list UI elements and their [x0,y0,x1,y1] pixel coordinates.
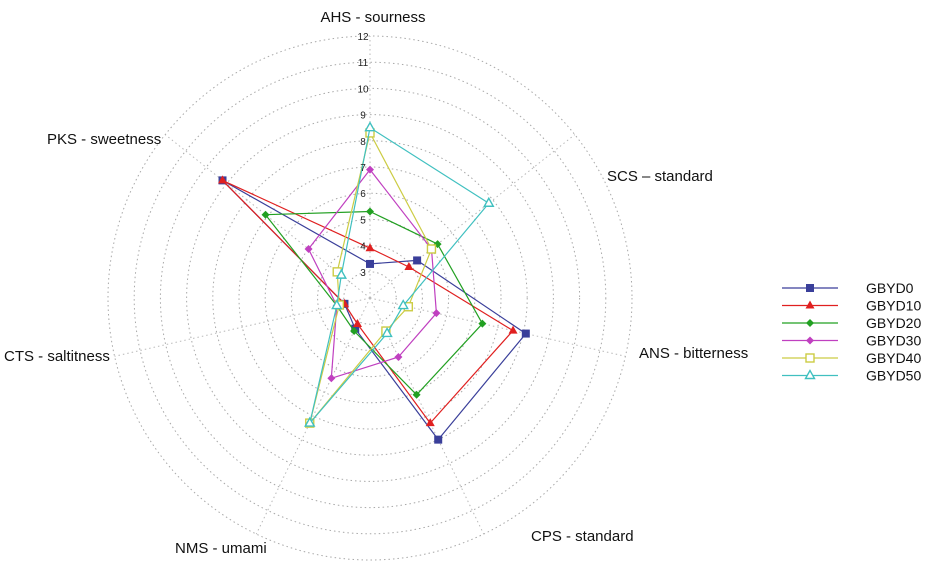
grid-ring [264,192,476,404]
legend-label: GBYD20 [866,315,921,331]
data-point [364,121,376,132]
legend-item: GBYD10 [782,298,921,314]
r-tick-label: 4 [360,242,366,253]
legend-label: GBYD0 [866,280,914,296]
data-point [425,418,435,427]
r-tick-label: 5 [360,215,366,226]
data-point [426,244,437,254]
data-point [432,309,441,318]
axis-label: SCS – standard [607,168,713,185]
data-point [331,299,343,310]
r-tick-label: 11 [358,58,369,69]
grid-ring [159,87,581,509]
axis-spoke [369,297,485,535]
axis-label: CPS - standard [531,528,634,545]
data-point [806,336,814,345]
grid-ring [343,271,397,325]
axis-spoke [114,297,371,357]
axis-spoke [255,297,371,535]
data-point [434,435,443,444]
legend-item: GBYD50 [782,368,921,384]
axis-label: NMS - umami [175,540,267,557]
series-line [307,169,437,379]
legend-label: GBYD30 [866,333,921,349]
data-point [261,210,270,219]
data-point [804,369,816,380]
r-tick-label: 9 [360,111,366,122]
legend-label: GBYD10 [866,298,921,314]
series-layer [218,121,530,444]
series-gbyd40 [305,128,437,428]
data-point [508,325,518,334]
data-point [805,300,815,309]
grid [107,35,633,561]
r-tick-label: 3 [360,268,366,279]
data-point [806,319,814,327]
axis-spoke [369,134,576,299]
series-gbyd50 [304,121,495,427]
axis-labels: AHS - sourness SCS – standard ANS - bitter… [4,9,748,557]
data-point [304,416,316,427]
data-point [366,207,374,216]
data-point [218,175,228,184]
data-point [350,327,359,336]
data-point [366,259,374,268]
legend-label: GBYD50 [866,368,921,384]
series-gbyd20 [261,207,487,399]
data-point [394,353,403,362]
legend-item: GBYD0 [782,280,914,296]
data-point [805,353,815,363]
grid-ring [290,218,450,378]
grid-ring [133,61,607,535]
data-point [413,256,422,265]
data-point [483,196,495,207]
axis-label: CTS - saltitness [4,348,110,365]
data-point [397,299,409,310]
r-tick-label: 8 [360,137,366,148]
axis-label: PKS - sweetness [47,131,161,148]
r-tick-label: 10 [357,84,369,95]
data-point [352,318,362,327]
legend-item: GBYD20 [782,315,921,331]
grid-ring [212,140,528,456]
data-point [335,268,348,279]
data-point [478,319,487,328]
data-point [806,284,814,292]
data-point [327,374,336,383]
r-tick-label: 6 [360,189,366,200]
r-tick-label: 7 [360,163,366,174]
series-line [309,127,490,424]
data-point [521,329,530,338]
legend-item: GBYD30 [782,333,921,349]
axis-spoke [369,297,626,357]
legend-item: GBYD40 [782,350,921,366]
data-point [381,326,393,338]
series-line [264,210,483,396]
axis-label: AHS - sourness [320,9,425,26]
axis-label: ANS - bitterness [639,345,748,362]
series-line [309,132,433,424]
data-point [304,244,313,253]
data-point [366,165,374,174]
radial-ticks: 3 4 5 6 7 8 9 10 11 12 [357,32,369,279]
data-point [412,390,421,399]
grid-ring [186,114,554,482]
r-tick-label: 12 [357,32,369,43]
data-point [365,243,375,252]
data-point [404,261,414,270]
legend-label: GBYD40 [866,350,921,366]
